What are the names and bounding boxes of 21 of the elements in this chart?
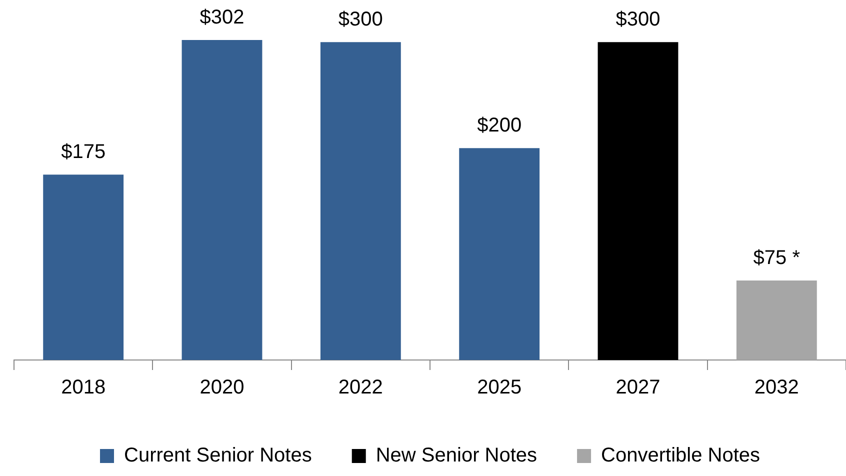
x-tick-label: 2018 (61, 376, 106, 399)
x-tick-label: 2027 (616, 376, 660, 399)
bar (320, 42, 401, 360)
x-tick-label: 2032 (754, 376, 799, 399)
bar (736, 280, 817, 360)
x-tick-label: 2025 (477, 376, 522, 399)
x-tick-label: 2020 (200, 376, 244, 399)
legend-label: Convertible Notes (601, 444, 760, 467)
data-label: $300 (616, 8, 660, 31)
data-label: $200 (477, 114, 522, 137)
legend-label: Current Senior Notes (124, 444, 312, 467)
bar (43, 174, 124, 360)
data-label: $302 (200, 6, 244, 29)
data-label: $75 * (753, 247, 800, 270)
bar (598, 42, 678, 360)
x-tick-label: 2022 (338, 376, 383, 399)
data-label: $300 (338, 8, 383, 31)
bar (459, 148, 540, 360)
bar (182, 40, 262, 360)
legend-label: New Senior Notes (376, 444, 538, 467)
data-label: $175 (61, 141, 106, 164)
